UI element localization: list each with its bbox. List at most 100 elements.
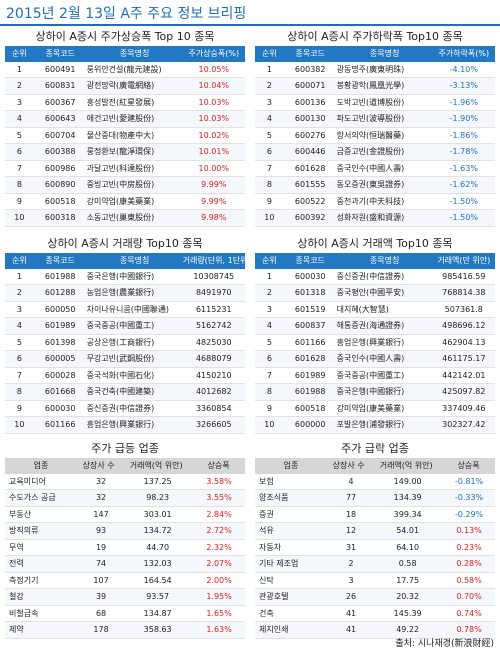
- cell: 601318: [294, 288, 326, 297]
- cell: 10.02%: [198, 130, 230, 140]
- cell: 601288: [44, 288, 76, 297]
- cell: 포발은행(浦發銀行): [336, 420, 405, 429]
- table-row: 10 600318 소동고빈(巢東股份) 9.98%: [5, 210, 245, 227]
- cell: 10: [264, 213, 275, 222]
- column-header: 종목코드: [45, 49, 75, 58]
- table-row: 증권 18 399.34 -0.29%: [255, 507, 495, 523]
- column-header: 종목코드: [295, 49, 325, 58]
- cell: 양조식품: [259, 493, 289, 502]
- cell: 4: [16, 114, 22, 123]
- cell: 10.01%: [198, 147, 230, 156]
- cell: 중신증권(中信證券): [336, 271, 405, 281]
- cell: 10: [14, 213, 25, 222]
- table-row: 8 601668 중국건축(中國建築) 4012682: [5, 384, 245, 401]
- table-row: 2 600071 봉황광학(鳳凰光學) -3.13%: [255, 78, 495, 95]
- table-row: 7 601989 중국중공(中國重工) 442142.01: [255, 368, 495, 384]
- cell: 10.03%: [198, 114, 230, 123]
- cell: 601398: [44, 337, 76, 347]
- cell: 600028: [44, 370, 76, 380]
- cell: 5: [16, 130, 22, 140]
- cell: 107: [93, 575, 109, 585]
- column-header: 종목명칭: [369, 256, 400, 265]
- cell: 3: [16, 304, 22, 314]
- cell: 해통증권(海通證券): [336, 321, 405, 330]
- column-header: 거래액(억 위안): [379, 461, 433, 470]
- table-row: 4 600837 해통증권(海通證券) 498696.12: [255, 318, 495, 335]
- cell: 164.54: [143, 575, 172, 585]
- cell: 9: [266, 196, 272, 206]
- table-row: 전력 74 132.03 2.07%: [5, 556, 245, 573]
- cell: 자동차: [259, 542, 282, 552]
- table-row: 자동차 31 64.10 0.23%: [255, 540, 495, 556]
- cell: 1: [16, 271, 22, 281]
- cell: 600491: [44, 64, 76, 74]
- cell: 44.70: [146, 542, 170, 552]
- cell: 중국인수(中國人壽): [336, 354, 405, 363]
- cell: 애건고빈(愛建股份): [86, 114, 155, 123]
- cell: 4: [266, 321, 272, 330]
- cell: 4012682: [195, 387, 232, 396]
- cell: 2.32%: [206, 542, 232, 552]
- cell: -1.78%: [449, 147, 478, 156]
- table-row: 10 600000 포발은행(浦發銀行) 302327.42: [255, 417, 495, 434]
- cell: 2: [266, 288, 272, 297]
- cell: 600837: [294, 321, 326, 330]
- cell: 4688079: [195, 354, 232, 363]
- table-row: 제지인쇄 41 49.22 0.78%: [255, 622, 495, 639]
- cell: 601519: [294, 304, 326, 314]
- header-row: 순위 종목코드 종목명칭 거래량(단위, 1단위=100주): [5, 253, 245, 269]
- cell: 중국건축(中國建築): [86, 387, 155, 396]
- cell: 6: [266, 354, 272, 363]
- table-row: 3 600367 훙성발전(紅星發展) 10.03%: [5, 95, 245, 111]
- column-header: 상장사 수: [332, 461, 365, 470]
- cell: 석유: [259, 526, 274, 535]
- cell: 측정기기: [9, 575, 39, 585]
- cell: 보험: [259, 476, 274, 486]
- table-row: 4 600130 파도고빈(波導股份) -1.90%: [255, 111, 495, 128]
- cell: 0.13%: [456, 526, 482, 535]
- table-row: 10 601166 흥업은행(興業銀行) 3266605: [5, 417, 245, 434]
- table-row: 건축 41 145.39 0.74%: [255, 606, 495, 622]
- cell: 파도고빈(波導股份): [336, 114, 405, 123]
- table-row: 5 601398 공상은행(工商銀行) 4825030: [5, 335, 245, 351]
- cell: 600318: [44, 213, 76, 222]
- cell: 3.55%: [206, 493, 232, 502]
- cell: 41: [345, 625, 357, 634]
- cell: 147: [93, 509, 109, 519]
- table: 주가 급등 업종 업종 상장사 수 거래액(억 위안) 상승폭 교육미디어 32 137.25…: [5, 440, 245, 639]
- cell: 461175.17: [442, 354, 486, 363]
- cell: 12: [345, 526, 357, 535]
- table-body: 1 600382 광동명주(廣東明珠) -4.10% 2 600071 봉황광학(鳳凰光學)…: [255, 62, 495, 227]
- cell: 3266605: [195, 420, 232, 429]
- cell: 무역: [9, 542, 24, 552]
- cell: 600518: [294, 403, 326, 413]
- column-header: 주가하락폭(%): [438, 49, 490, 58]
- cell: 768814.38: [442, 288, 486, 297]
- table-row: 부동산 147 303.01 2.84%: [5, 507, 245, 523]
- cell: 제지인쇄: [259, 625, 289, 634]
- cell: 600518: [44, 196, 76, 206]
- cell: 무강고빈(武鋼股份): [86, 354, 155, 363]
- table-row: 9 600030 중신증권(中信證券) 3360854: [5, 401, 245, 417]
- table-row: 1 601988 중국은행(中國銀行) 10308745: [5, 269, 245, 285]
- column-header: 업종: [33, 461, 49, 470]
- table-row: 비철금속 68 134.87 1.65%: [5, 606, 245, 622]
- cell: 68: [95, 608, 107, 618]
- cell: 74: [95, 559, 107, 568]
- cell: 134.39: [393, 493, 422, 502]
- cell: 성화자원(盛和資源): [336, 213, 405, 222]
- cell: 600030: [294, 271, 326, 281]
- cell: 41: [345, 608, 357, 618]
- cell: -0.33%: [454, 493, 484, 502]
- cell: 601989: [44, 321, 76, 330]
- cell: 600392: [294, 213, 326, 222]
- header-row: 순위 종목코드 종목명칭 주가상승폭(%): [5, 46, 245, 62]
- cell: 10308745: [193, 271, 235, 281]
- header-row: 업종 상장사 수 거래액(억 위안) 상승폭: [255, 458, 495, 474]
- cell: 303.01: [143, 509, 172, 519]
- cell: -1.50%: [449, 196, 478, 206]
- cell: 중국은행(中國銀行): [336, 387, 405, 396]
- cell: 399.34: [393, 509, 422, 519]
- cell: 0.78%: [456, 625, 482, 634]
- cell: 4825030: [195, 337, 232, 347]
